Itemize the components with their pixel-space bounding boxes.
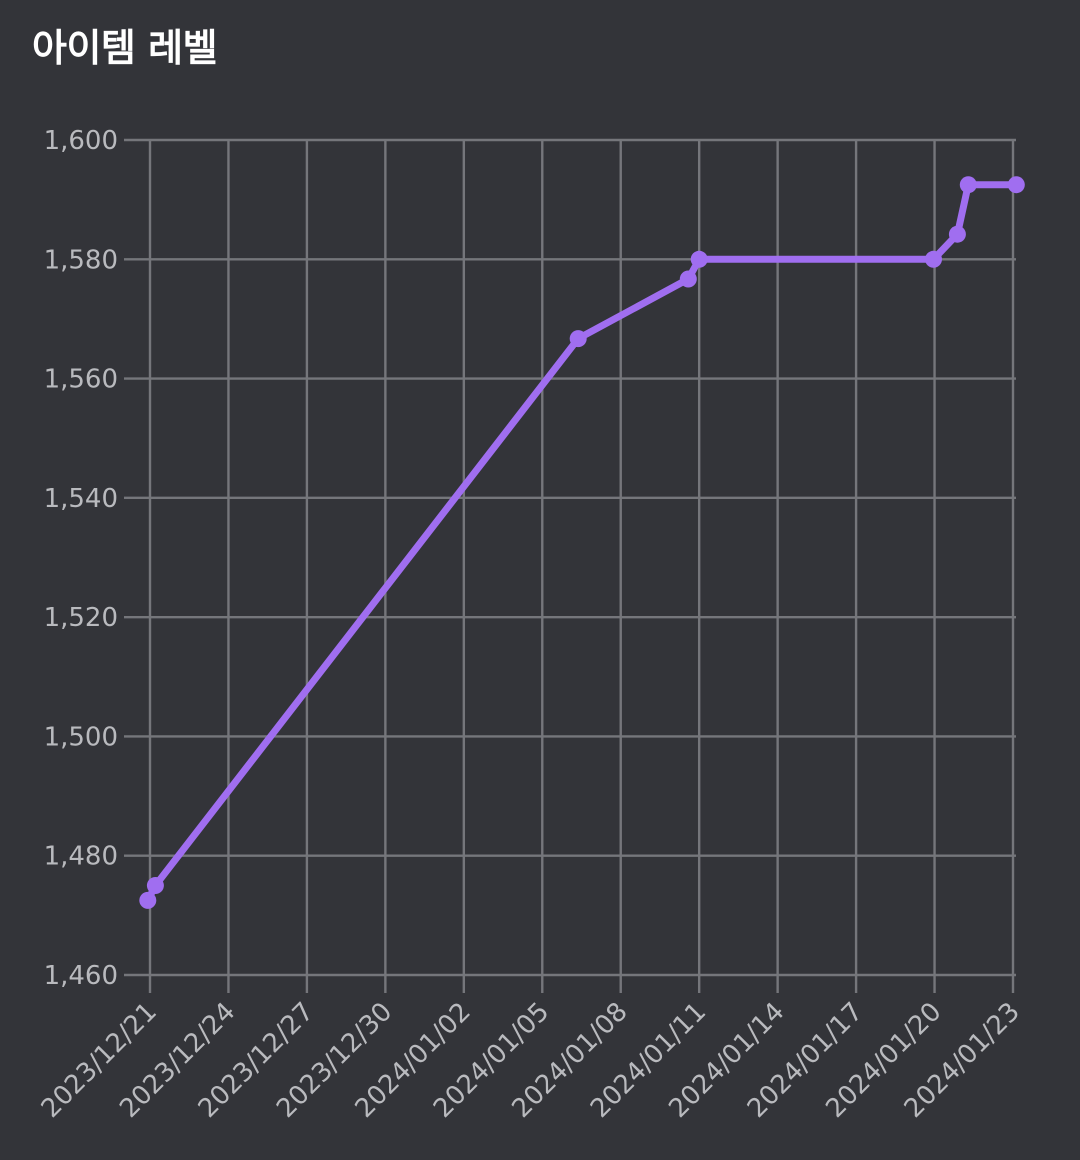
y-tick-label: 1,580: [44, 245, 118, 275]
data-point: [925, 250, 942, 268]
data-point: [1007, 176, 1025, 194]
chart-title: 아이템 레벨: [32, 26, 218, 70]
y-tick-label: 1,480: [44, 842, 118, 872]
grid: [124, 138, 1016, 993]
data-point: [690, 250, 708, 268]
y-tick-label: 1,520: [44, 603, 118, 633]
data-point: [146, 877, 164, 894]
y-axis-ticks: 1,460 1,480 1,500 1,520 1,540 1,560 1,580 1,600: [44, 126, 118, 991]
series-layer: [139, 176, 1025, 909]
y-tick-label: 1,600: [44, 126, 118, 156]
x-axis-ticks: 2023/12/212023/12/242023/12/272023/12/30…: [36, 997, 1026, 1124]
y-tick-label: 1,500: [44, 722, 118, 752]
y-tick-label: 1,460: [44, 961, 118, 991]
data-point: [948, 225, 966, 243]
data-point: [139, 891, 157, 909]
data-point: [679, 270, 697, 288]
y-tick-label: 1,540: [44, 484, 118, 514]
data-point: [569, 330, 587, 348]
y-tick-label: 1,560: [44, 365, 118, 395]
data-point: [959, 176, 977, 194]
series-line: [144, 181, 1020, 904]
